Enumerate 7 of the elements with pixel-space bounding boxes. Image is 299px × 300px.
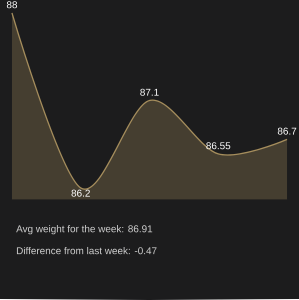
- data-label: 86.7: [278, 128, 296, 135]
- data-label: 86.2: [72, 190, 90, 197]
- annotation: Avg weight for the week: 86.91: [16, 225, 152, 234]
- data-label: 87.1: [140, 88, 159, 96]
- data-label: 86.55: [206, 142, 230, 150]
- data-label: 88: [6, 1, 18, 8]
- annotation: Difference from last week: -0.47: [16, 246, 157, 254]
